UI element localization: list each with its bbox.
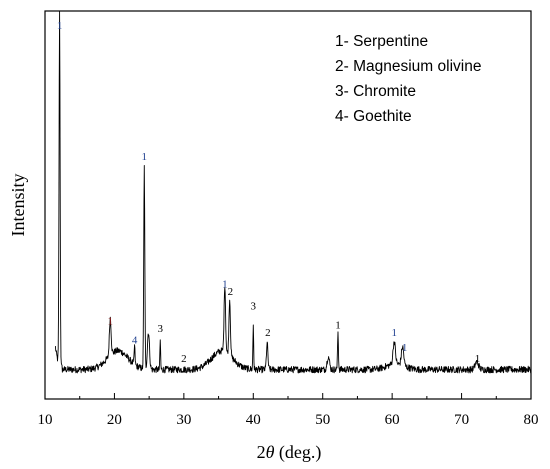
peak-label: 1 [335, 319, 341, 331]
peak-label: 1 [57, 20, 63, 32]
peak-label: 3 [158, 323, 164, 335]
peak-label: 2 [265, 327, 271, 339]
x-axis-title: 2θ (deg.) [257, 442, 322, 463]
legend-item-2: 2- Magnesium olivine [335, 58, 481, 75]
x-tick-label: 50 [315, 412, 330, 428]
x-tick-label: 40 [246, 412, 261, 428]
peak-label: 1 [475, 353, 481, 365]
peak-label: 1 [222, 278, 228, 290]
y-axis-title: Intensity [8, 174, 28, 237]
x-tick-label: 60 [385, 412, 400, 428]
x-axis-title-prefix: 2 [257, 442, 266, 462]
peak-label: 1 [391, 327, 397, 339]
x-tick-label: 30 [176, 412, 191, 428]
legend-item-1: 1- Serpentine [335, 33, 428, 50]
peak-label: 3 [251, 301, 257, 313]
legend-item-4: 4- Goethite [335, 108, 412, 125]
x-axis-title-symbol: θ [266, 442, 275, 462]
x-axis-title-unit: (deg.) [274, 442, 321, 463]
peak-label: 4 [132, 334, 138, 346]
xrd-pattern-line [54, 10, 532, 374]
peak-label: 2 [181, 353, 187, 365]
x-axis: 10 20 30 40 50 60 70 80 [38, 393, 539, 428]
peak-label: 1 [108, 316, 114, 328]
x-tick-label: 70 [454, 412, 469, 428]
peak-label: 2 [228, 286, 234, 298]
x-tick-label: 20 [107, 412, 122, 428]
peak-label: 1 [402, 342, 408, 354]
legend-item-3: 3- Chromite [335, 83, 416, 100]
legend: 1- Serpentine 2- Magnesium olivine 3- Ch… [335, 33, 481, 125]
x-tick-label: 10 [38, 412, 53, 428]
data-series [54, 10, 532, 374]
x-tick-label: 80 [524, 412, 539, 428]
peak-label: 1 [142, 151, 148, 163]
